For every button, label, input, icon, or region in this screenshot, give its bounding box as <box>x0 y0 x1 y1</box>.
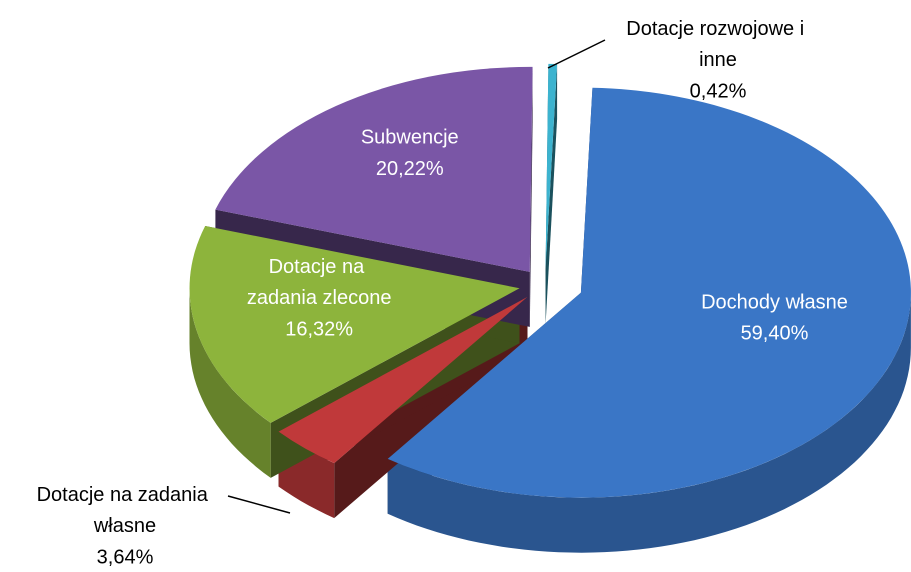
value-label: 0,42% <box>690 80 747 102</box>
value-label: 20,22% <box>376 158 444 180</box>
slice <box>387 87 911 498</box>
slice <box>189 225 520 423</box>
slice-wall <box>387 292 911 553</box>
slice-label: Subwencje <box>361 127 459 149</box>
value-label: 59,40% <box>741 323 809 345</box>
slice-wall <box>189 288 271 478</box>
slice-label: Dotacje rozwojowe i inne <box>626 18 809 71</box>
slice-side <box>545 64 558 324</box>
slice-label: Dotacje na zadania zlecone <box>247 256 392 309</box>
value-label: 16,32% <box>285 318 353 340</box>
slice-side <box>529 66 533 327</box>
slice-label: Dotacje na zadania własne <box>37 484 214 537</box>
leader-line <box>227 495 291 514</box>
slice <box>215 66 533 272</box>
value-label: 3,64% <box>97 546 154 568</box>
leader-line <box>547 39 606 69</box>
slice-label: Dochody własne <box>701 292 848 314</box>
slice <box>278 296 528 464</box>
slice <box>545 63 558 269</box>
